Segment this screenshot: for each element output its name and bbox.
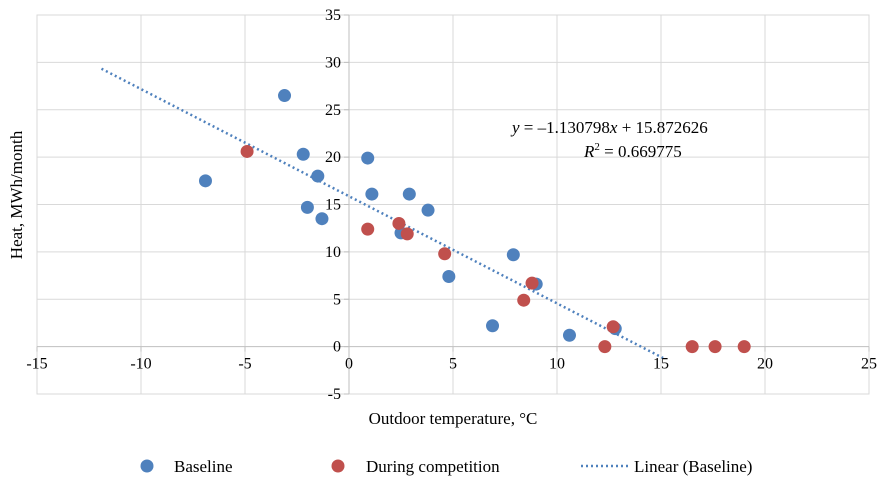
legend-label-during-competition: During competition [366,457,500,476]
point-baseline [315,212,329,226]
y-tick-label: 35 [325,7,341,24]
point-during-competition [392,216,406,230]
point-baseline [278,89,292,103]
x-tick-label: 20 [757,356,773,373]
point-baseline [486,319,500,333]
point-during-competition [525,276,539,290]
y-tick-label: 10 [325,244,341,261]
point-during-competition [685,340,699,354]
point-during-competition [517,293,531,307]
x-axis-title: Outdoor temperature, °C [369,409,538,428]
point-baseline [506,248,520,262]
legend-item-linear-baseline: Linear (Baseline) [581,457,752,476]
point-baseline [198,174,212,188]
point-during-competition [598,340,612,354]
regression-equation: y = –1.130798x + 15.872626 [510,118,708,137]
point-baseline [421,203,435,217]
y-tick-label: 25 [325,102,341,119]
legend-marker-baseline [140,459,154,473]
axes [36,14,870,395]
point-baseline [311,169,325,183]
trendline [100,67,664,360]
y-tick-label: -5 [328,386,341,403]
legend-label-baseline: Baseline [174,457,233,476]
point-baseline [365,187,379,201]
point-during-competition [606,320,620,334]
y-tick-label: 30 [325,54,341,71]
point-during-competition [708,340,722,354]
x-tick-label: 15 [653,356,669,373]
trendline-group [100,67,664,360]
y-tick-label: 15 [325,197,341,214]
legend-item-during-competition: During competition [331,457,500,476]
y-tick-label: 20 [325,149,341,166]
point-during-competition [438,247,452,261]
x-tick-label: 10 [549,356,565,373]
point-baseline [402,187,416,201]
point-baseline [442,270,456,284]
x-tick-label: 0 [345,356,353,373]
legend-label-trendline: Linear (Baseline) [634,457,752,476]
x-tick-label: -10 [130,356,151,373]
y-tick-label: 0 [333,339,341,356]
x-tick-label: -5 [238,356,251,373]
point-during-competition [737,340,751,354]
r-squared: R2 = 0.669775 [583,141,682,161]
y-tick-label: 5 [333,291,341,308]
x-tick-label: -15 [26,356,47,373]
point-baseline [361,151,375,165]
point-during-competition [400,227,414,241]
point-baseline [562,328,576,342]
data-points [198,89,751,354]
legend-marker-during-competition [331,459,345,473]
regression-annotation: y = –1.130798x + 15.872626 R2 = 0.669775 [510,118,708,161]
x-tick-label: 5 [449,356,457,373]
y-axis-title: Heat, MWh/month [7,130,26,259]
point-baseline [300,200,314,214]
point-during-competition [240,144,254,158]
gridlines [36,14,870,395]
point-during-competition [361,222,375,236]
legend-item-baseline: Baseline [140,457,233,476]
point-baseline [296,147,310,161]
x-tick-label: 25 [861,356,877,373]
legend: Baseline During competition Linear (Base… [140,457,752,476]
